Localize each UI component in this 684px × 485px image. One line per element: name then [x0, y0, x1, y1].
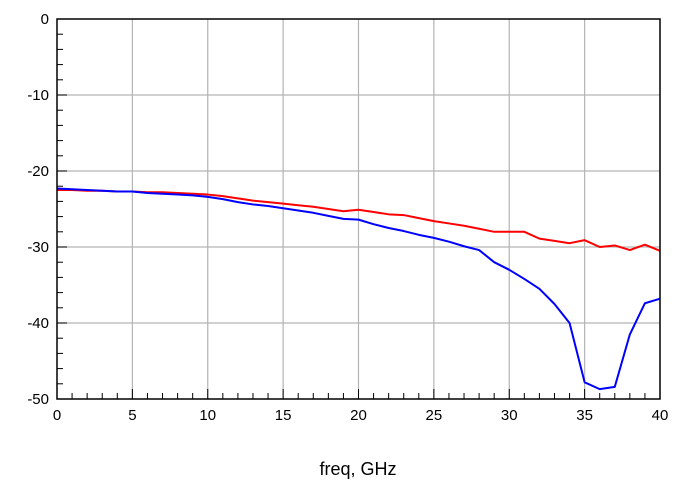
- series-line-1: [57, 189, 661, 252]
- x-tick-label: 10: [199, 407, 216, 424]
- x-tick-label: 20: [350, 407, 367, 424]
- grid: [57, 19, 660, 399]
- x-tick-label: 15: [275, 407, 292, 424]
- y-tick-label: -50: [27, 391, 49, 408]
- y-tick-label: -10: [27, 87, 49, 104]
- x-tick-label: 30: [501, 407, 518, 424]
- y-tick-labels: 0 -10 -20 -30 -40 -50: [27, 11, 49, 408]
- x-tick-labels: 0 5 10 15 20 25 30 35 40: [53, 407, 669, 424]
- x-tick-label: 40: [652, 407, 669, 424]
- y-tick-label: -30: [27, 239, 49, 256]
- x-tick-label: 0: [53, 407, 61, 424]
- y-tick-label: 0: [41, 11, 49, 28]
- x-axis-title: freq, GHz: [319, 459, 396, 479]
- series-line-2: [56, 187, 661, 391]
- y-tick-label: -40: [27, 315, 49, 332]
- x-tick-label: 35: [576, 407, 593, 424]
- series-lines: [56, 187, 661, 391]
- y-tick-label: -20: [27, 163, 49, 180]
- plot-frame: [56, 18, 661, 400]
- x-tick-label: 5: [128, 407, 136, 424]
- x-tick-label: 25: [426, 407, 443, 424]
